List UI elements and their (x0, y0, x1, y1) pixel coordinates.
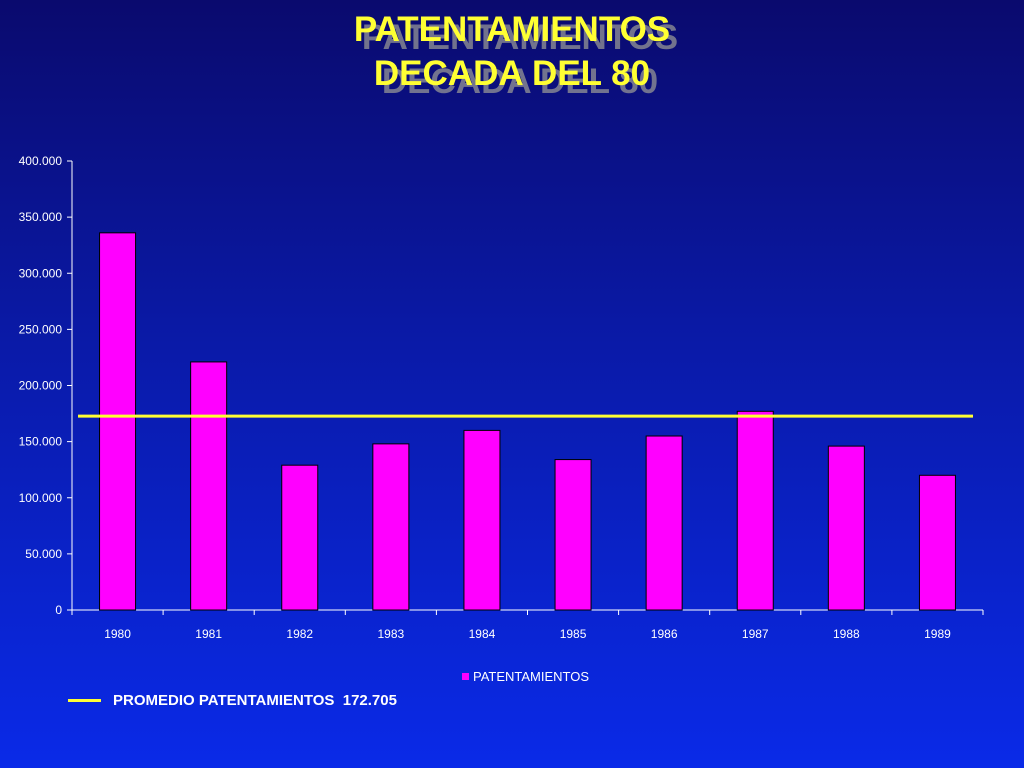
y-tick-label: 250.000 (19, 322, 63, 336)
x-tick-label: 1980 (104, 627, 131, 641)
y-tick-label: 300.000 (19, 266, 63, 280)
bar-1985 (554, 459, 592, 611)
bar-1983 (372, 443, 410, 611)
x-tick-label: 1986 (651, 627, 678, 641)
bar-1981 (190, 361, 228, 611)
chart-title: PATENTAMIENTOS DECADA DEL 80 (0, 8, 1024, 96)
bar-1988 (827, 445, 865, 611)
x-tick-label: 1981 (195, 627, 222, 641)
x-tick-label: 1982 (286, 627, 313, 641)
y-tick-label: 200.000 (19, 379, 63, 393)
bar-1984 (463, 429, 501, 611)
y-tick-label: 50.000 (25, 547, 62, 561)
y-tick-label: 0 (55, 603, 62, 617)
chart-title-line-2: DECADA DEL 80 (373, 54, 651, 93)
x-tick-label: 1989 (924, 627, 951, 641)
average-legend-line (68, 698, 101, 702)
x-tick-label: 1983 (377, 627, 404, 641)
y-tick-label: 400.000 (19, 154, 63, 168)
y-tick-label: 150.000 (19, 435, 63, 449)
legend-series-label: PATENTAMIENTOS (473, 668, 590, 684)
average-legend-label: PROMEDIO PATENTAMIENTOS 172.705 (113, 691, 397, 709)
bar-1986 (645, 435, 683, 611)
x-tick-label: 1985 (560, 627, 587, 641)
x-tick-label: 1984 (469, 627, 496, 641)
chart-title-line-1: PATENTAMIENTOS (353, 10, 671, 49)
y-tick-label: 100.000 (19, 491, 63, 505)
bar-1982 (281, 464, 319, 611)
y-tick-label: 350.000 (19, 210, 63, 224)
series-legend: PATENTAMIENTOS (462, 667, 589, 685)
x-tick-label: 1988 (833, 627, 860, 641)
legend-swatch (462, 672, 469, 680)
bar-1989 (918, 474, 956, 611)
x-tick-label: 1987 (742, 627, 769, 641)
bar-1980 (99, 232, 137, 611)
average-legend: PROMEDIO PATENTAMIENTOS 172.705 (68, 690, 397, 710)
bar-1987 (736, 410, 774, 611)
